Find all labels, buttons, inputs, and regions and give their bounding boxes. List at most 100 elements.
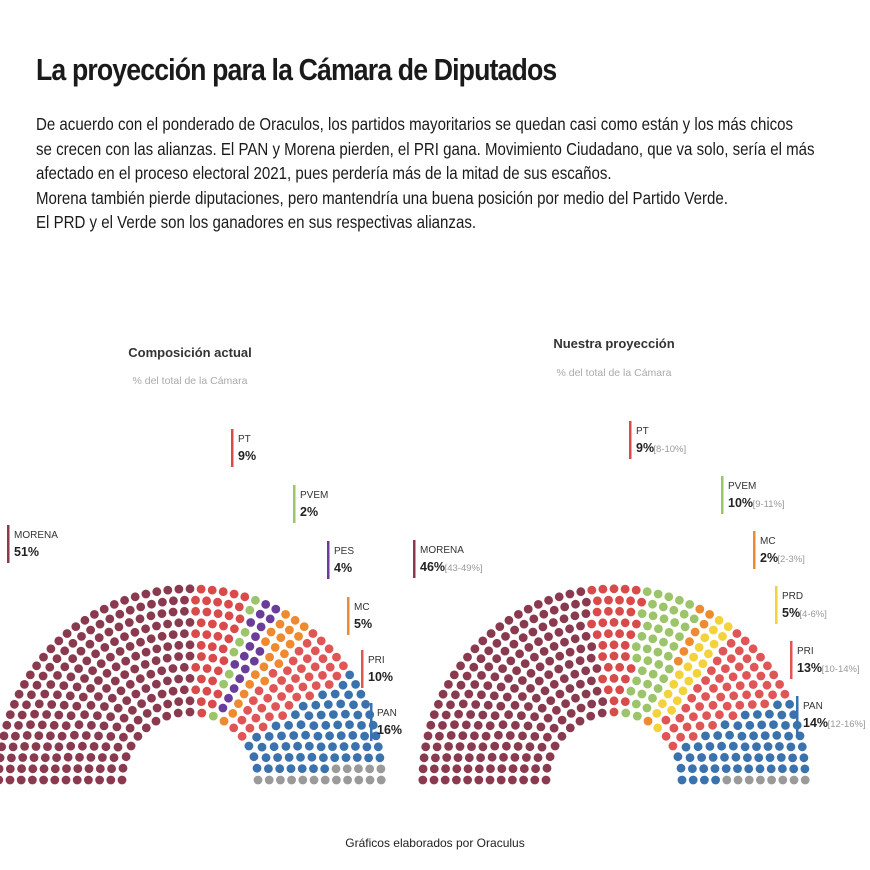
seat-dot-morena — [106, 775, 116, 785]
seat-dot-morena — [119, 732, 128, 742]
seat-dot-pri — [695, 721, 705, 731]
seat-dot-prd — [658, 699, 667, 709]
seat-dot-pvem — [626, 686, 636, 696]
seat-dot-pan — [733, 764, 742, 773]
seat-dot-pan — [341, 709, 350, 719]
seat-dot-morena — [510, 753, 520, 762]
seat-dot-morena — [126, 741, 136, 751]
seat-dot-pan — [271, 721, 281, 731]
party-label-mc: MC 5% — [347, 597, 372, 635]
seat-dot-pan — [701, 731, 710, 741]
seat-dot-morena — [86, 753, 96, 762]
party-value: 9% — [636, 441, 654, 455]
seat-dot-pt — [632, 619, 641, 629]
seat-dot-pan — [311, 700, 321, 710]
seat-dot-morena — [561, 699, 570, 709]
seat-dot-pri — [695, 702, 704, 711]
seat-dot-pan — [284, 720, 293, 730]
seat-dot-pan — [275, 764, 285, 774]
seat-dot-morena — [185, 651, 195, 661]
seat-dot-morena — [84, 764, 94, 773]
seat-dot-pri — [257, 703, 267, 713]
seat-dot-pvem — [632, 676, 641, 686]
seat-dot-pri — [742, 654, 752, 664]
seat-dot-pan — [693, 742, 703, 752]
seat-dot-pt — [202, 607, 212, 617]
seat-dot-pri — [735, 681, 745, 690]
seat-dot-morena — [537, 742, 547, 752]
seat-dot-mc — [679, 647, 689, 656]
seat-dot-morena — [46, 731, 55, 741]
seat-dot-other — [733, 775, 743, 785]
seat-dot-pan — [731, 752, 741, 762]
seat-dot-morena — [102, 668, 112, 678]
seat-dot-pt — [197, 708, 207, 718]
seat-dot-morena — [492, 638, 502, 648]
seat-dot-morena — [586, 711, 596, 721]
seat-dot-pri — [291, 674, 300, 683]
seat-dot-morena — [552, 705, 561, 715]
seat-dot-morena — [135, 674, 145, 684]
seat-dot-morena — [566, 709, 576, 718]
seat-dot-pan — [697, 753, 706, 762]
seat-dot-morena — [544, 595, 553, 605]
seat-dot-morena — [72, 682, 82, 692]
seat-dot-morena — [519, 619, 529, 629]
seat-dot-morena — [146, 634, 156, 644]
seat-dot-pt — [202, 630, 212, 639]
seat-dot-pt — [191, 595, 200, 605]
seat-dot-pri — [285, 684, 294, 693]
seat-dot-pan — [269, 742, 279, 752]
seat-dot-pes — [240, 664, 250, 674]
seat-dot-pri — [292, 692, 302, 702]
seat-dot-morena — [185, 618, 195, 627]
seat-dot-morena — [451, 690, 460, 700]
seat-dot-morena — [100, 643, 110, 652]
party-value: 46% — [420, 560, 445, 574]
seat-dot-morena — [495, 622, 505, 631]
seat-dot-pri — [689, 712, 698, 722]
seat-dot-morena — [444, 742, 453, 751]
seat-dot-pan — [744, 764, 754, 774]
seat-dot-pan — [743, 753, 752, 763]
seat-dot-morena — [490, 741, 500, 751]
seat-dot-pan — [685, 753, 695, 763]
credit-footer: Gráficos elaborados por Oraculus — [345, 836, 525, 850]
seat-dot-morena — [163, 642, 173, 651]
seat-dot-pan — [344, 690, 353, 700]
seat-dot-morena — [93, 711, 102, 720]
seat-dot-pri — [742, 690, 751, 700]
seat-dot-pan — [778, 764, 787, 774]
seat-dot-pvem — [664, 664, 674, 674]
party-name: PRI — [368, 655, 385, 666]
seat-dot-morena — [517, 711, 526, 720]
seat-dot-pvem — [648, 669, 658, 679]
seat-dot-pan — [319, 753, 328, 763]
seat-dot-morena — [114, 622, 124, 632]
seat-dot-other — [376, 775, 386, 785]
seat-dot-morena — [46, 680, 56, 689]
seat-dot-morena — [496, 775, 506, 785]
legend-marker — [231, 429, 234, 467]
seat-dot-morena — [109, 600, 119, 609]
seat-dot-pan — [789, 764, 799, 774]
seat-dot-morena — [0, 753, 5, 763]
seat-dot-morena — [512, 666, 521, 676]
seat-dot-other — [331, 764, 341, 774]
seat-dot-pan — [361, 699, 370, 709]
seat-dot-pri — [708, 720, 717, 730]
seat-dot-pan — [330, 689, 340, 699]
seat-dot-morena — [476, 654, 486, 664]
seat-dot-morena — [559, 614, 569, 624]
seat-dot-pt — [218, 587, 228, 597]
seat-dot-pan — [356, 689, 366, 699]
seat-dot-pan — [261, 753, 271, 763]
seat-dot-morena — [431, 753, 440, 763]
seat-dot-mc — [280, 649, 289, 659]
seat-dot-pvem — [664, 627, 674, 637]
seat-dot-pri — [748, 680, 758, 689]
seat-dot-morena — [105, 614, 115, 624]
seat-dot-mc — [270, 643, 280, 652]
seat-dot-pan — [673, 752, 683, 762]
seat-dot-morena — [435, 731, 444, 741]
